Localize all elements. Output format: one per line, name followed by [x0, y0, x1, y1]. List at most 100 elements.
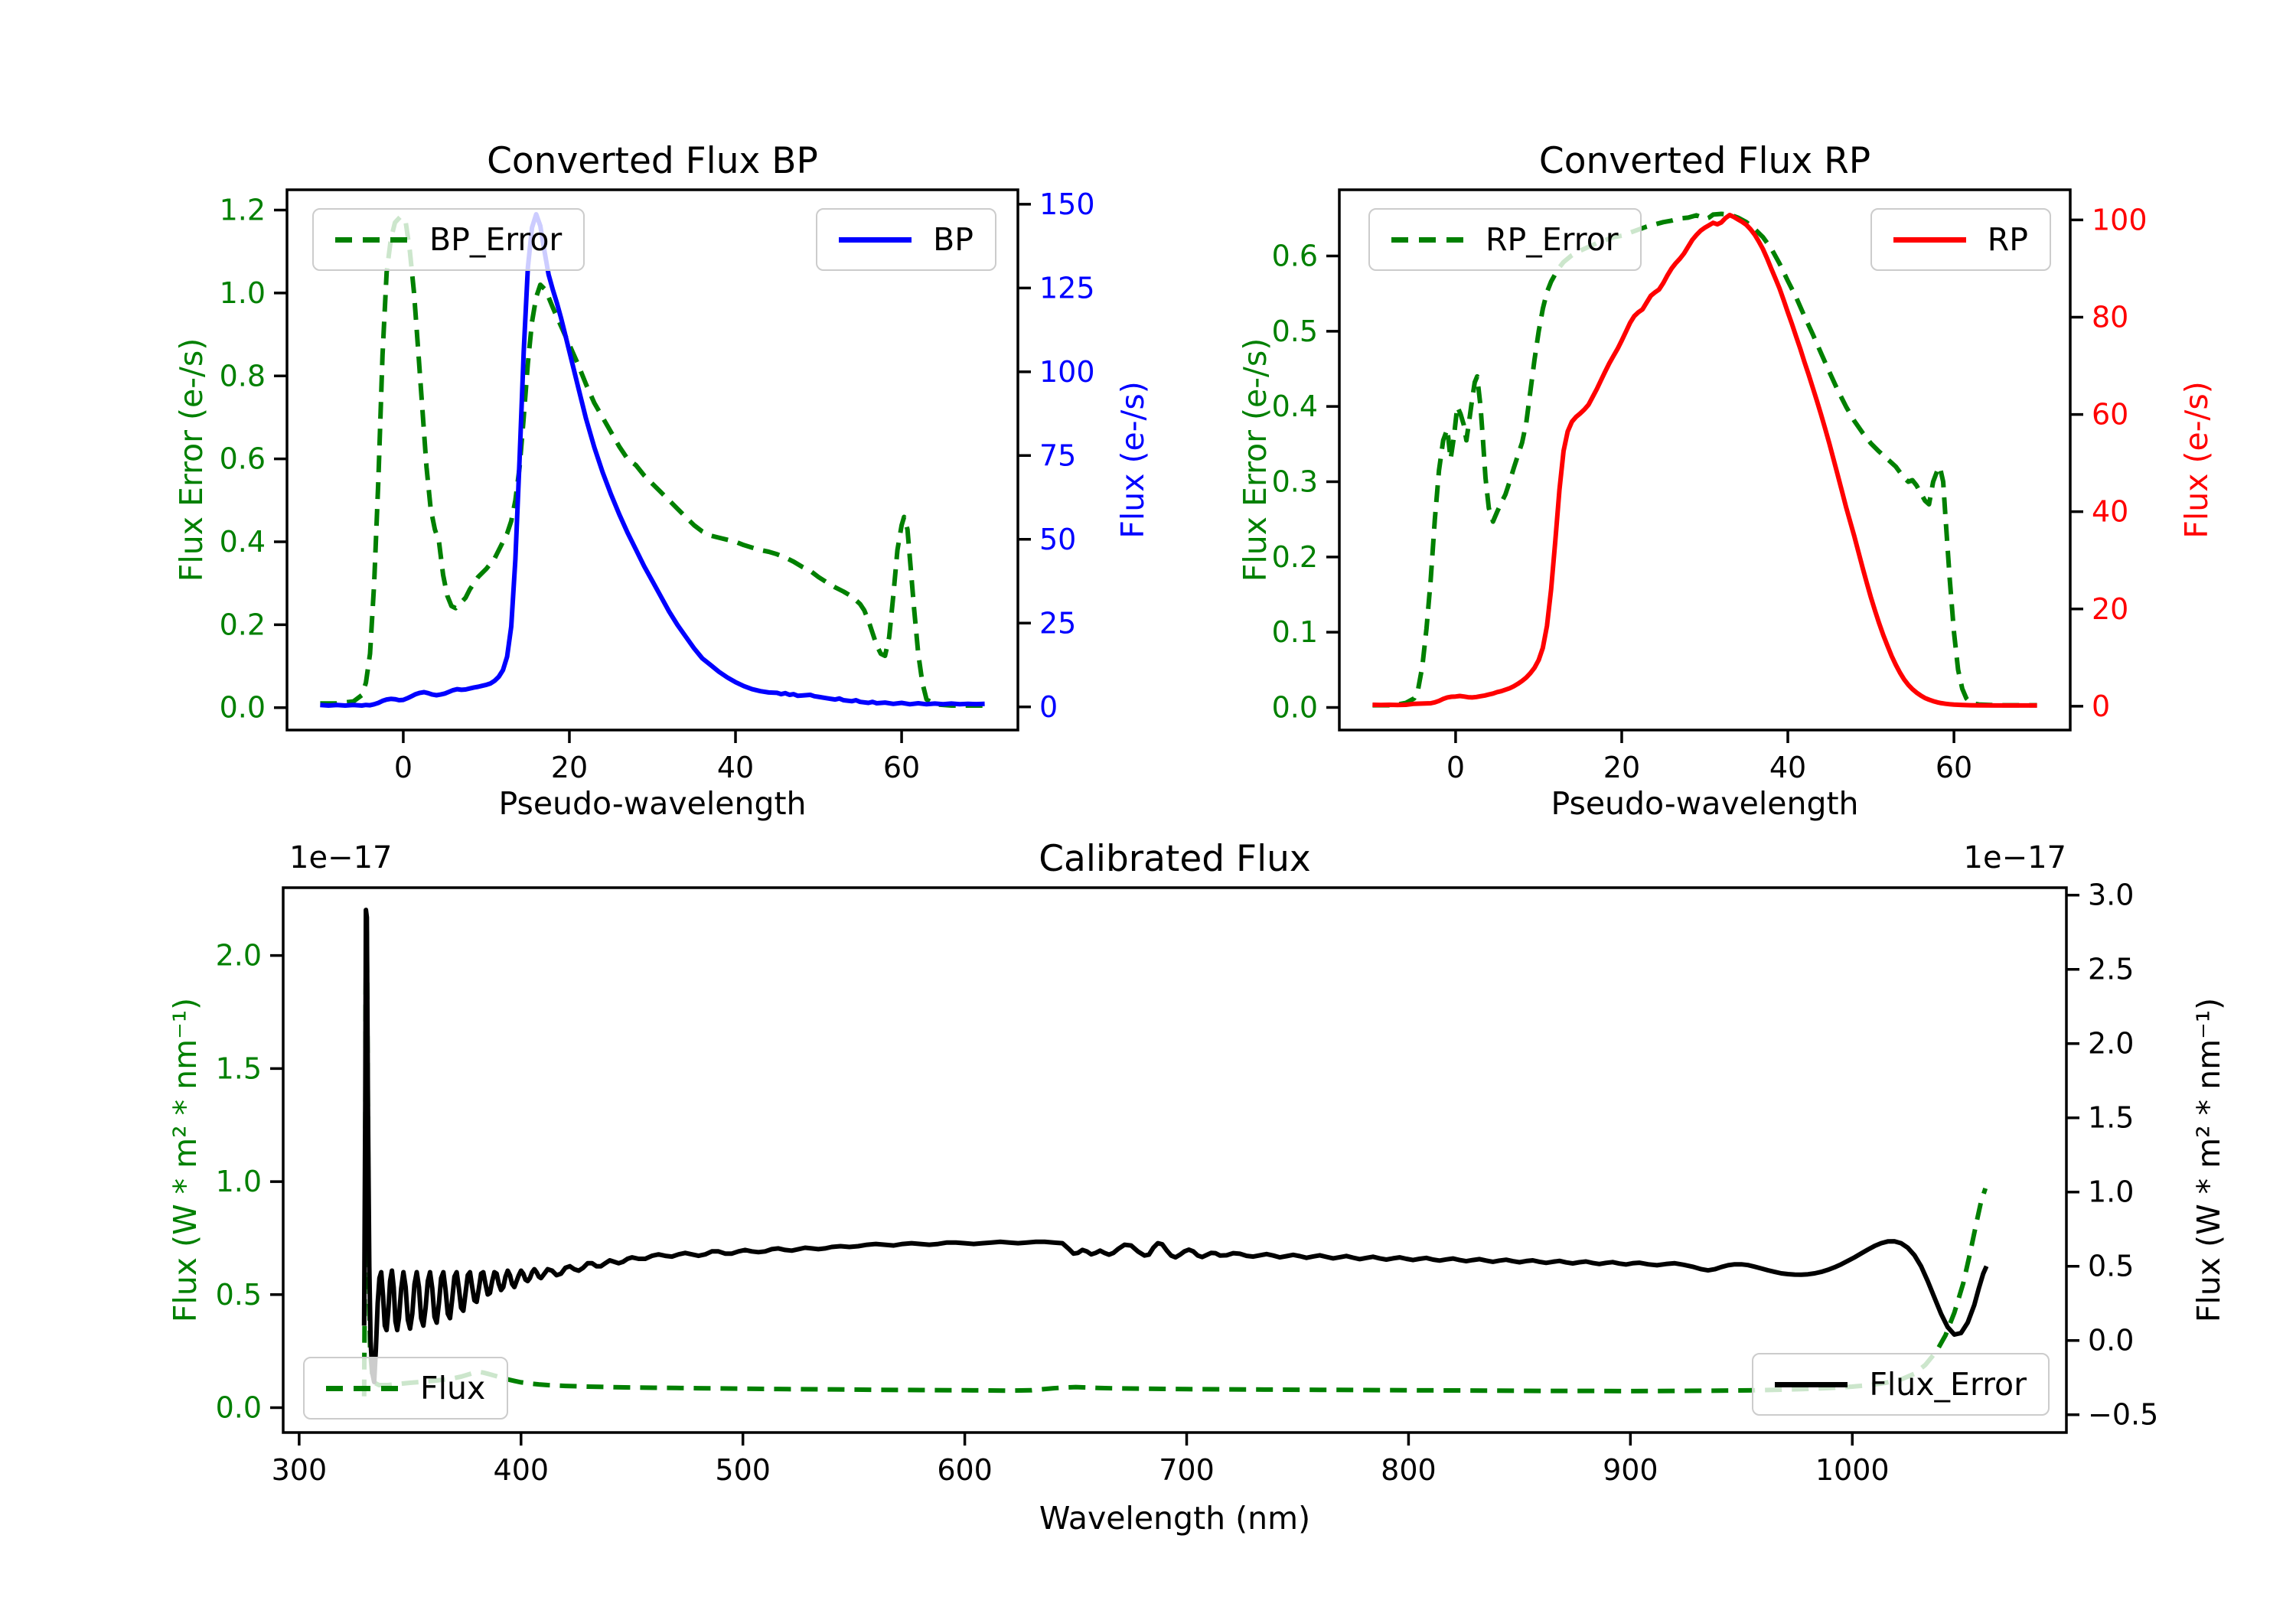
- chart-rp-xlabel: Pseudo-wavelength: [1551, 785, 1859, 822]
- rp-series-RP: [1372, 213, 2037, 708]
- svg-text:1.5: 1.5: [216, 1051, 262, 1085]
- chart-calibrated-xlabel: Wavelength (nm): [1039, 1500, 1311, 1537]
- chart-calibrated-ylabel-right: Flux (W * m² * nm⁻¹): [2190, 997, 2227, 1323]
- svg-text:0.6: 0.6: [220, 442, 266, 476]
- svg-text:50: 50: [1039, 523, 1076, 556]
- chart-rp-title: Converted Flux RP: [1538, 140, 1871, 182]
- svg-text:0.5: 0.5: [2088, 1250, 2134, 1283]
- svg-text:100: 100: [1039, 355, 1095, 389]
- svg-text:0: 0: [1039, 690, 1058, 724]
- legend-bp: BP: [816, 208, 996, 271]
- svg-text:0.0: 0.0: [220, 691, 266, 725]
- cal-right-axis-ticks: −0.5 0.0 0.5 1.0 1.5 2.0 2.5 3.0: [2066, 878, 2158, 1432]
- bp-series-BP: [320, 212, 985, 708]
- svg-text:0.8: 0.8: [220, 359, 266, 393]
- solid-line-sample-icon: [839, 236, 912, 243]
- svg-text:0.3: 0.3: [1272, 465, 1318, 499]
- cal-left-axis-ticks: 0.0 0.5 1.0 1.5 2.0: [216, 939, 283, 1425]
- cal-x-axis-ticks: 300 400 500 600 700 800 900 1000: [272, 1433, 1890, 1487]
- svg-text:125: 125: [1039, 271, 1095, 305]
- chart-bp-title: Converted Flux BP: [487, 140, 818, 182]
- svg-text:1000: 1000: [1815, 1453, 1890, 1487]
- dashed-line-sample-icon: [335, 236, 408, 243]
- svg-text:0.0: 0.0: [216, 1391, 262, 1425]
- svg-text:40: 40: [717, 751, 754, 784]
- chart-calibrated-offset-right: 1e−17: [1963, 840, 2066, 875]
- svg-text:75: 75: [1039, 438, 1076, 472]
- svg-text:1.0: 1.0: [220, 276, 266, 310]
- svg-text:20: 20: [551, 751, 588, 784]
- svg-text:0.4: 0.4: [220, 525, 266, 559]
- svg-text:600: 600: [937, 1453, 993, 1487]
- svg-text:40: 40: [2092, 495, 2128, 529]
- chart-rp-ylabel-left: Flux Error (e-/s): [1237, 337, 1274, 582]
- bp-x-axis-ticks: 0 20 40 60: [394, 730, 920, 784]
- cal-series-Flux_Error: [361, 919, 1988, 1397]
- legend-rp: RP: [1870, 208, 2051, 271]
- svg-text:60: 60: [883, 751, 920, 784]
- svg-text:0.0: 0.0: [1272, 691, 1318, 725]
- chart-rp-ylabel-right: Flux (e-/s): [2178, 381, 2215, 539]
- legend-rp-error-label: RP_Error: [1486, 221, 1619, 258]
- svg-text:300: 300: [272, 1453, 328, 1487]
- svg-text:0.5: 0.5: [216, 1278, 262, 1312]
- legend-flux-error-label: Flux_Error: [1869, 1366, 2027, 1403]
- chart-calibrated-offset-left: 1e−17: [289, 840, 393, 875]
- chart-calibrated-ylabel-left: Flux (W * m² * nm⁻¹): [167, 997, 204, 1323]
- svg-text:40: 40: [1769, 751, 1806, 784]
- cal-plot-border: [282, 886, 2068, 1434]
- legend-rp-error: RP_Error: [1368, 208, 1642, 271]
- legend-flux-error: Flux_Error: [1752, 1353, 2050, 1416]
- rp-right-axis-ticks: 0 20 40 60 80 100: [2070, 203, 2148, 723]
- dashed-line-sample-icon: [1391, 236, 1464, 243]
- legend-bp-error-label: BP_Error: [429, 221, 563, 258]
- bp-series-BP_Error: [320, 214, 985, 708]
- legend-bp-error: BP_Error: [312, 208, 585, 271]
- svg-text:2.5: 2.5: [2088, 953, 2134, 986]
- svg-text:1.5: 1.5: [2088, 1101, 2134, 1135]
- cal-series-Flux: [361, 908, 1989, 1384]
- legend-bp-label: BP: [933, 221, 974, 258]
- chart-bp-ylabel-right: Flux (e-/s): [1114, 381, 1151, 539]
- svg-text:0.5: 0.5: [1272, 315, 1318, 348]
- svg-text:20: 20: [2092, 592, 2128, 626]
- solid-line-sample-icon: [326, 1385, 399, 1391]
- svg-text:150: 150: [1039, 187, 1095, 221]
- svg-text:2.0: 2.0: [216, 939, 262, 973]
- svg-text:700: 700: [1159, 1453, 1215, 1487]
- svg-text:0.4: 0.4: [1272, 390, 1318, 423]
- svg-text:0.2: 0.2: [1272, 540, 1318, 574]
- svg-text:60: 60: [2092, 398, 2128, 432]
- svg-text:500: 500: [715, 1453, 771, 1487]
- svg-text:80: 80: [2092, 300, 2128, 334]
- svg-text:20: 20: [1603, 751, 1640, 784]
- svg-text:1.0: 1.0: [2088, 1175, 2134, 1209]
- svg-text:60: 60: [1936, 751, 1972, 784]
- dashed-line-sample-icon: [1775, 1381, 1848, 1387]
- bp-left-axis-ticks: 0.0 0.2 0.4 0.6 0.8 1.0 1.2: [220, 194, 287, 725]
- chart-bp-ylabel-left: Flux Error (e-/s): [173, 337, 210, 582]
- svg-text:900: 900: [1603, 1453, 1658, 1487]
- svg-text:100: 100: [2092, 203, 2148, 236]
- svg-text:0.6: 0.6: [1272, 240, 1318, 273]
- legend-flux-label: Flux: [420, 1370, 486, 1407]
- svg-text:0.2: 0.2: [220, 608, 266, 641]
- svg-text:800: 800: [1381, 1453, 1437, 1487]
- svg-text:1.0: 1.0: [216, 1165, 262, 1198]
- svg-text:1.2: 1.2: [220, 194, 266, 227]
- legend-flux: Flux: [303, 1357, 509, 1420]
- legend-rp-label: RP: [1987, 221, 2028, 258]
- svg-text:2.0: 2.0: [2088, 1027, 2134, 1061]
- svg-text:3.0: 3.0: [2088, 878, 2134, 912]
- rp-series-RP_Error: [1372, 211, 2037, 708]
- bp-right-axis-ticks: 0 25 50 75 100 125 150: [1018, 187, 1095, 724]
- rp-left-axis-ticks: 0.0 0.1 0.2 0.3 0.4 0.5 0.6: [1272, 240, 1339, 725]
- svg-text:0.0: 0.0: [2088, 1324, 2134, 1358]
- chart-calibrated-title: Calibrated Flux: [1039, 838, 1311, 880]
- rp-x-axis-ticks: 0 20 40 60: [1446, 730, 1972, 784]
- svg-text:400: 400: [494, 1453, 550, 1487]
- svg-text:25: 25: [1039, 606, 1076, 640]
- svg-text:0: 0: [1446, 751, 1465, 784]
- svg-text:0: 0: [2092, 689, 2110, 723]
